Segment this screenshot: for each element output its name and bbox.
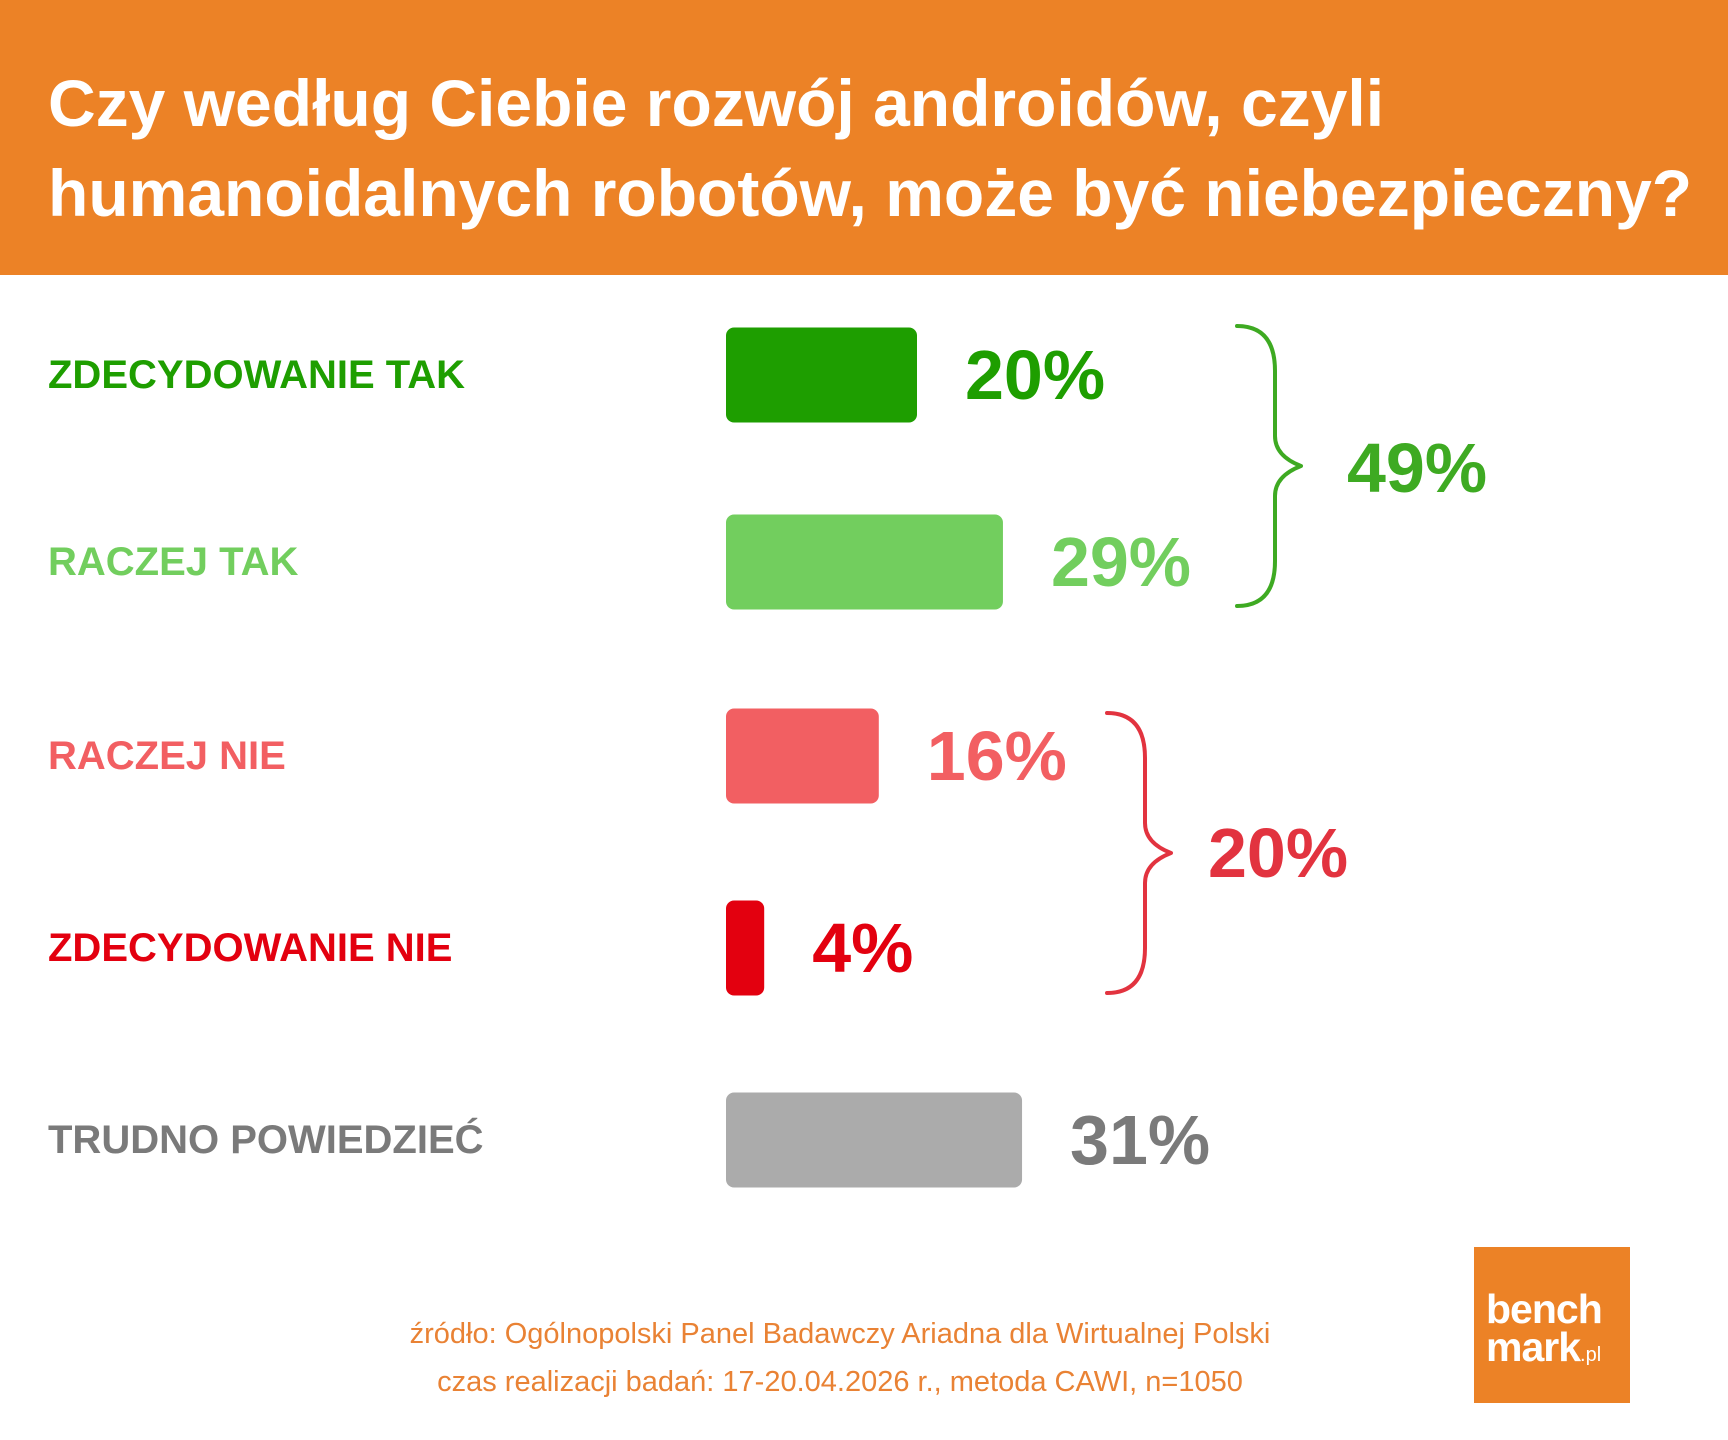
bracket-no-group: [1105, 711, 1173, 995]
logo-line-1: bench: [1486, 1286, 1603, 1332]
logo-line-2: mark.pl: [1486, 1327, 1601, 1375]
category-label-zdecydowanie-nie: ZDECYDOWANIE NIE: [48, 926, 452, 970]
value-label-zdecydowanie-tak: 20%: [965, 336, 1105, 414]
value-label-trudno-powiedziec: 31%: [1070, 1101, 1210, 1179]
bar-zdecydowanie-tak: [726, 327, 917, 423]
bar-raczej-nie: [726, 708, 879, 804]
category-label-raczej-tak: RACZEJ TAK: [48, 540, 298, 584]
survey-details: czas realizacji badań: 17-20.04.2026 r.,…: [437, 1366, 1243, 1398]
header-banner: [0, 0, 1728, 275]
bar-trudno-powiedziec: [726, 1092, 1023, 1188]
category-label-raczej-nie: RACZEJ NIE: [48, 734, 286, 778]
category-label-trudno-powiedziec: TRUDNO POWIEDZIEĆ: [48, 1116, 484, 1162]
group-total-yes: 49%: [1347, 429, 1487, 507]
logo-line-2-text: mark: [1486, 1324, 1581, 1370]
value-label-zdecydowanie-nie: 4%: [812, 909, 913, 987]
logo-suffix: .pl: [1580, 1344, 1602, 1366]
group-total-no: 20%: [1208, 814, 1348, 892]
value-label-raczej-nie: 16%: [927, 717, 1067, 795]
benchmark-logo: bench mark.pl: [1474, 1247, 1630, 1403]
value-label-raczej-tak: 29%: [1051, 523, 1191, 601]
bracket-yes-group: [1235, 324, 1303, 608]
bar-zdecydowanie-nie: [726, 900, 765, 996]
bar-raczej-tak: [726, 514, 1003, 610]
category-label-zdecydowanie-tak: ZDECYDOWANIE TAK: [48, 353, 465, 397]
title-line-1: Czy według Ciebie rozwój androidów, czyl…: [48, 66, 1385, 140]
source-note: źródło: Ogólnopolski Panel Badawczy Aria…: [409, 1318, 1271, 1350]
page-title: Czy według Ciebie rozwój androidów, czyl…: [48, 58, 1693, 238]
title-line-2: humanoidalnych robotów, może być niebezp…: [48, 156, 1693, 230]
